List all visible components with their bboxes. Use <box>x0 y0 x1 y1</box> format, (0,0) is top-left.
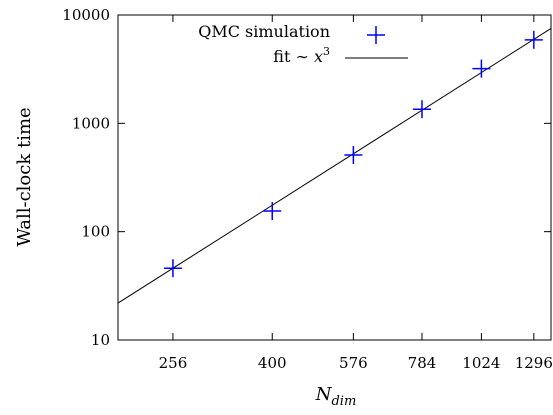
x-tick-label: 256 <box>159 354 188 372</box>
legend-label-fit-exp: 3 <box>323 45 330 58</box>
x-tick-label: 576 <box>339 354 368 372</box>
y-axis-title: Wall-clock time <box>14 107 35 246</box>
data-point <box>163 259 182 278</box>
legend-label-fit-var: x <box>314 47 323 66</box>
data-point <box>524 30 543 49</box>
y-tick-label: 10 <box>91 331 110 349</box>
legend-label-fit: fit ∼ x3 <box>273 45 330 66</box>
x-tick-label: 1296 <box>515 354 553 372</box>
data-point <box>412 100 431 119</box>
legend-label-fit-prefix: fit ∼ <box>273 47 314 66</box>
legend-marker-qmc <box>367 26 385 44</box>
x-tick-label: 784 <box>408 354 437 372</box>
x-tick-label: 400 <box>258 354 287 372</box>
fit-line <box>117 27 552 304</box>
x-axis-title-sub: dim <box>331 394 356 409</box>
data-point <box>344 146 363 165</box>
points-layer <box>163 30 543 278</box>
x-axis-title: Ndim <box>315 384 357 409</box>
fit-layer <box>117 27 552 304</box>
y-ticks: 10 100 1000 10000 <box>62 6 551 349</box>
y-tick-label: 1000 <box>72 114 110 132</box>
legend-label-qmc: QMC simulation <box>198 22 330 41</box>
plot-frame <box>117 14 552 341</box>
x-ticks: 256 400 576 784 1024 1296 <box>159 15 553 372</box>
x-tick-label: 1024 <box>462 354 500 372</box>
x-axis-title-main: N <box>315 384 333 405</box>
y-tick-label: 10000 <box>62 6 110 24</box>
y-tick-label: 100 <box>81 223 110 241</box>
legend: QMC simulation fit ∼ x3 <box>198 22 408 66</box>
data-point <box>263 202 282 221</box>
data-point <box>472 59 491 78</box>
